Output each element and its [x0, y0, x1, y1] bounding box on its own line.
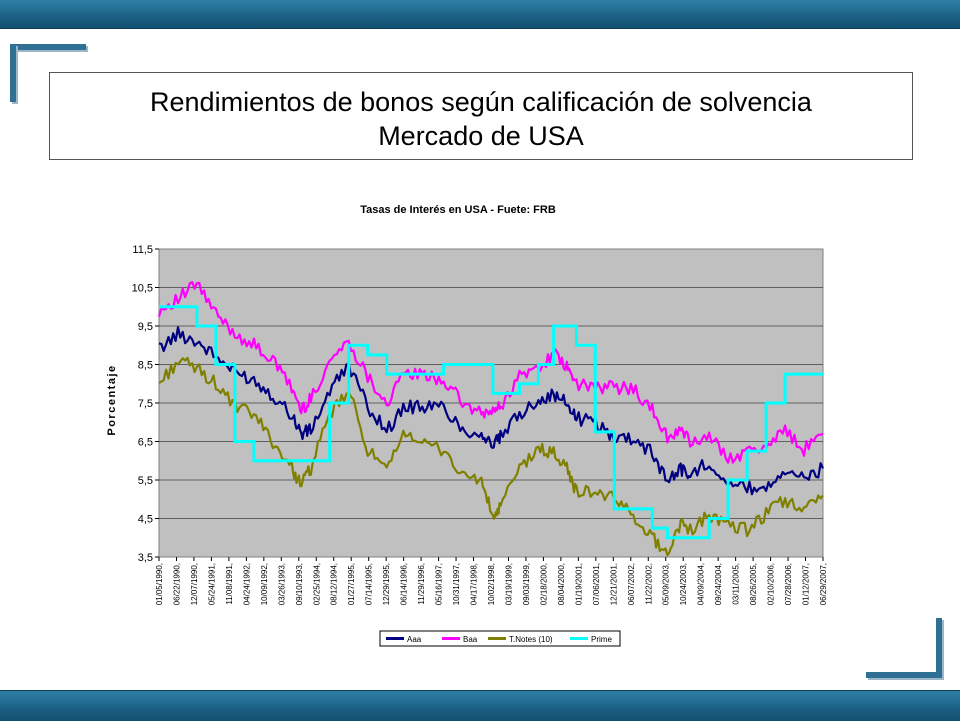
chart-title: Tasas de Interés en USA - Fuete: FRB — [360, 204, 556, 216]
legend: Aaa Baa T.Notes (10) Prime — [379, 630, 621, 647]
x-tick-label-7: 03/26/1993, — [277, 563, 286, 605]
x-tick-label-21: 09/03/1999, — [522, 563, 531, 605]
x-tick-label-11: 01/27/1995, — [347, 563, 356, 605]
x-tick-label-12: 07/14/1995, — [365, 563, 374, 605]
y-tick-label-7: 10,5 — [132, 283, 153, 295]
y-tick-label-3: 6,5 — [138, 437, 153, 449]
bottom-band — [0, 690, 960, 721]
x-tick-label-22: 02/18/2000, — [539, 563, 548, 605]
x-tick-label-34: 08/26/2005, — [749, 563, 758, 605]
legend-label-3: Prime — [591, 635, 612, 644]
x-tick-label-24: 01/19/2001, — [574, 563, 583, 605]
x-tick-label-31: 04/09/2004, — [697, 563, 706, 605]
series-line-t-notes-10- — [158, 356, 824, 557]
y-axis-label: Porcentaje — [106, 364, 118, 435]
series-line-prime — [159, 305, 823, 540]
x-tick-label-28: 11/22/2002, — [644, 563, 653, 605]
x-tick-label-8: 09/10/1993, — [295, 563, 304, 605]
x-tick-label-23: 08/04/2000, — [557, 563, 566, 605]
series-lines — [157, 281, 824, 557]
x-tick-label-26: 12/21/2001, — [609, 563, 618, 605]
y-tick-label-2: 5,5 — [138, 475, 153, 487]
corner-bracket-top-left-vertical — [10, 44, 16, 102]
slide-title-box: Rendimientos de bonos según calificación… — [49, 72, 913, 160]
x-tick-label-38: 06/29/2007, — [819, 563, 828, 605]
x-tick-label-36: 07/28/2006, — [784, 563, 793, 605]
x-tick-label-29: 05/09/2003, — [662, 563, 671, 605]
y-tick-label-4: 7,5 — [138, 398, 153, 410]
x-tick-label-14: 06/14/1996, — [400, 563, 409, 605]
x-tick-label-0: 01/05/1990, — [155, 563, 164, 605]
x-axis-ticks: 01/05/1990, 06/22/1990, 12/07/1990, 05/24/1… — [155, 557, 828, 605]
x-tick-label-37: 01/12/2007, — [802, 563, 811, 605]
y-tick-label-1: 4,5 — [138, 514, 153, 526]
x-tick-label-16: 05/16/1997, — [435, 563, 444, 605]
x-tick-label-6: 10/09/1992, — [260, 563, 269, 605]
y-tick-label-0: 3,5 — [138, 552, 153, 564]
x-tick-label-33: 03/11/2005, — [732, 563, 741, 605]
series-line-aaa — [158, 326, 824, 496]
x-tick-label-13: 12/29/1995, — [382, 563, 391, 605]
top-band — [0, 0, 960, 29]
interest-rate-chart: Tasas de Interés en USA - Fuete: FRB Por… — [106, 204, 828, 647]
legend-label-0: Aaa — [407, 635, 422, 644]
x-tick-label-35: 02/10/2006, — [767, 563, 776, 605]
x-tick-label-3: 05/24/1991, — [207, 563, 216, 605]
corner-bracket-top-left — [10, 44, 86, 50]
x-tick-label-2: 12/07/1990, — [190, 563, 199, 605]
series-line-baa — [157, 281, 824, 464]
legend-label-1: Baa — [463, 635, 478, 644]
x-tick-label-30: 10/24/2003, — [679, 563, 688, 605]
x-tick-label-32: 09/24/2004, — [714, 563, 723, 605]
x-tick-label-15: 11/29/1996, — [417, 563, 426, 605]
x-tick-label-10: 08/12/1994, — [330, 563, 339, 605]
x-tick-label-27: 06/07/2002, — [627, 563, 636, 605]
slide-title-line-2: Mercado de USA — [378, 121, 584, 151]
y-tick-label-5: 8,5 — [138, 360, 153, 372]
x-tick-label-5: 04/24/1992, — [242, 563, 251, 605]
y-axis-ticks: 3,5 4,5 5,5 6,5 7,5 8,5 9,5 10,5 11,5 — [132, 244, 159, 564]
x-tick-label-9: 02/25/1994, — [312, 563, 321, 605]
x-tick-label-25: 07/06/2001, — [592, 563, 601, 605]
x-tick-label-19: 10/02/1998, — [487, 563, 496, 605]
x-tick-label-20: 03/19/1999, — [504, 563, 513, 605]
y-tick-label-6: 9,5 — [138, 321, 153, 333]
legend-label-2: T.Notes (10) — [509, 635, 553, 644]
corner-bracket-bottom-right — [866, 672, 942, 678]
x-tick-label-1: 06/22/1990, — [172, 563, 181, 605]
slide-title-line-1: Rendimientos de bonos según calificación… — [150, 87, 812, 117]
y-tick-label-8: 11,5 — [132, 244, 153, 256]
x-tick-label-17: 10/31/1997, — [452, 563, 461, 605]
x-tick-label-4: 11/08/1991, — [225, 563, 234, 605]
x-tick-label-18: 04/17/1998, — [470, 563, 479, 605]
corner-bracket-bottom-right-vertical — [936, 618, 942, 678]
